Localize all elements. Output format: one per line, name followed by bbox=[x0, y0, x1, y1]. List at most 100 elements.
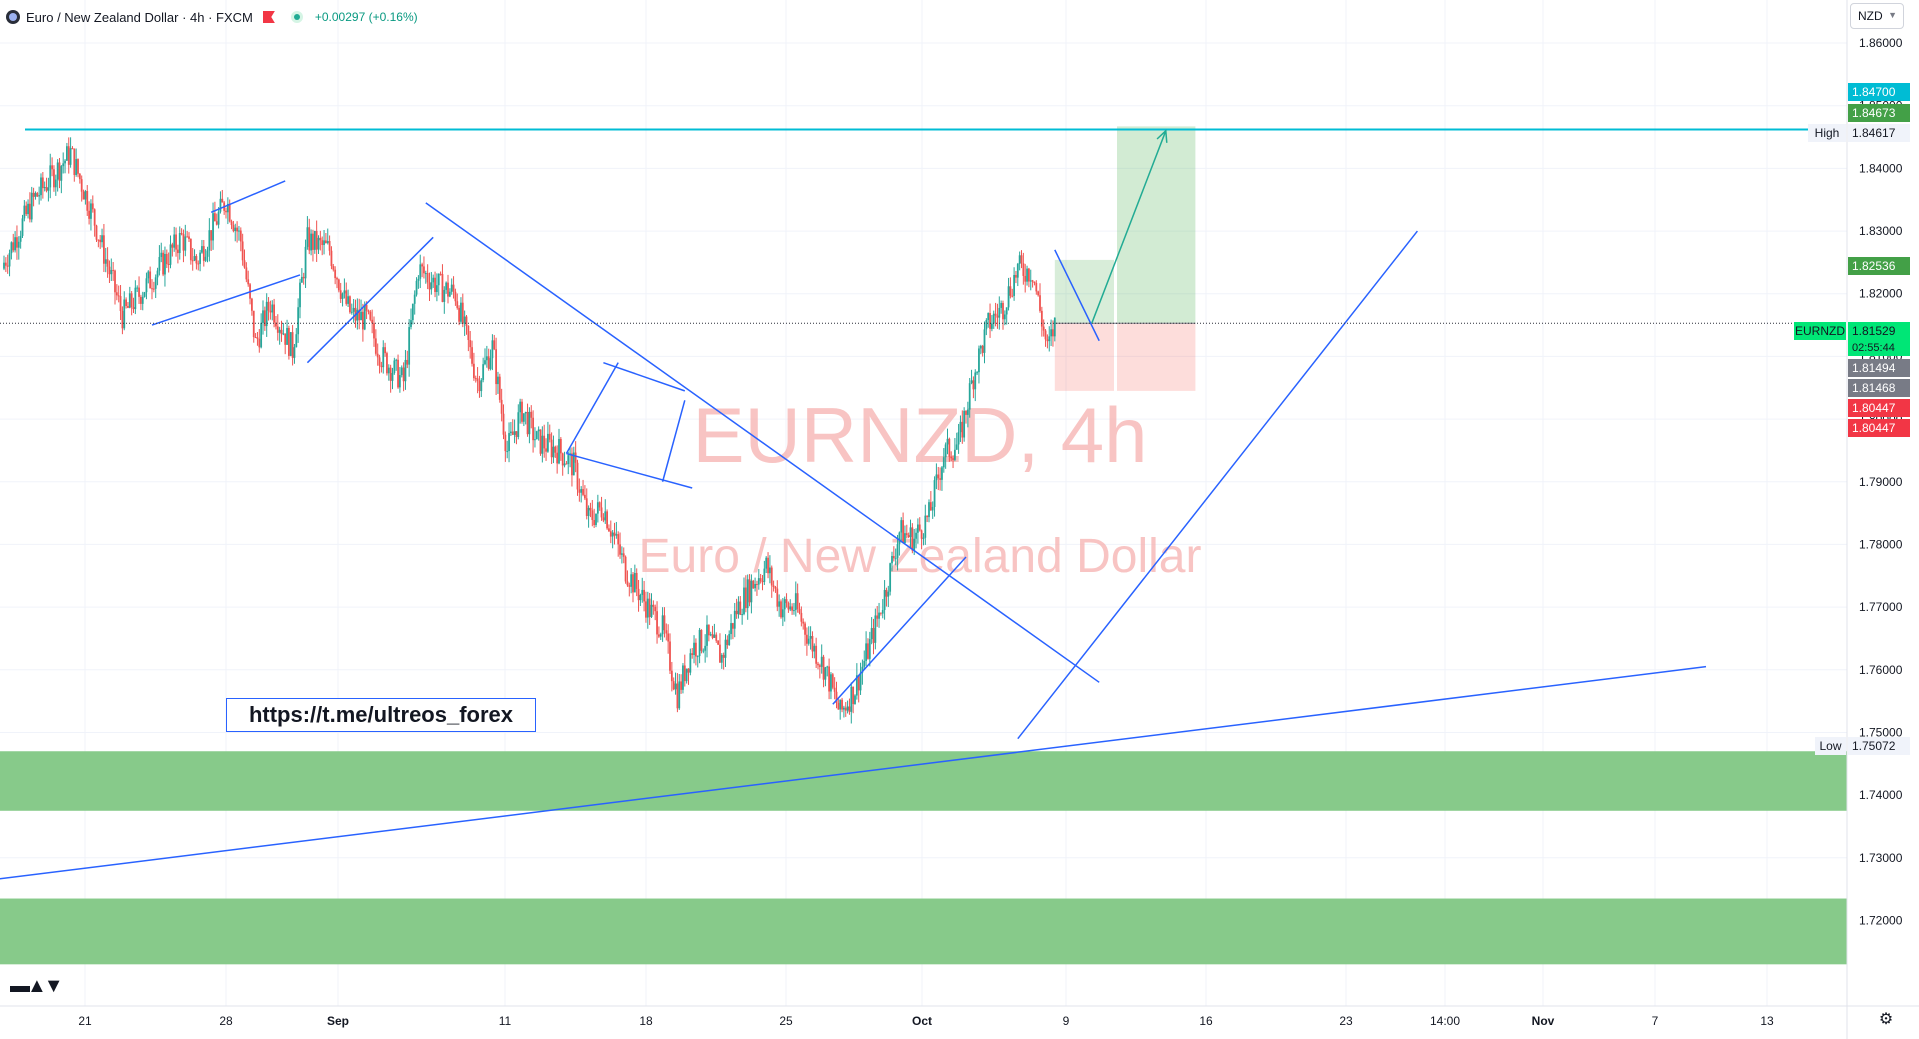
candle bbox=[1009, 277, 1012, 299]
candle-body bbox=[887, 591, 890, 597]
candle-body bbox=[165, 253, 168, 265]
candle-body bbox=[624, 556, 627, 582]
candle bbox=[56, 159, 59, 192]
candle-body bbox=[428, 282, 431, 290]
candle bbox=[260, 313, 263, 349]
candle-body bbox=[426, 273, 429, 283]
candle-body bbox=[898, 532, 901, 545]
candle-body bbox=[395, 359, 398, 361]
candle bbox=[471, 340, 473, 367]
candle bbox=[695, 638, 697, 666]
candle-body bbox=[251, 298, 253, 311]
candle bbox=[732, 622, 734, 640]
candle-body bbox=[278, 329, 281, 333]
candle-body bbox=[602, 517, 605, 521]
candle-body bbox=[313, 230, 316, 250]
candle bbox=[939, 467, 941, 491]
candle bbox=[27, 199, 29, 219]
candle-body bbox=[62, 163, 65, 167]
candle-body bbox=[54, 179, 57, 188]
price-label-value: 1.75072 bbox=[1852, 739, 1896, 753]
candle bbox=[959, 415, 962, 442]
candle bbox=[815, 637, 818, 669]
candle bbox=[522, 413, 525, 427]
candle-body bbox=[12, 242, 15, 251]
candle-body bbox=[419, 264, 422, 279]
tradingview-logo-icon[interactable]: ▬▲▼ bbox=[10, 975, 64, 997]
candle bbox=[950, 451, 953, 462]
candle-body bbox=[450, 284, 453, 292]
candle-body bbox=[676, 683, 679, 709]
telegram-link-note[interactable]: https://t.me/ultreos_forex bbox=[226, 698, 536, 732]
candle-body bbox=[245, 267, 248, 280]
gear-icon[interactable]: ⚙ bbox=[1878, 1011, 1894, 1028]
candle-body bbox=[772, 585, 775, 587]
candle bbox=[319, 230, 322, 251]
candle bbox=[728, 630, 731, 646]
price-label-bg bbox=[1848, 322, 1910, 356]
candle-body bbox=[108, 266, 111, 275]
candle-body bbox=[950, 456, 953, 459]
candle-body bbox=[1029, 280, 1032, 282]
candle-body bbox=[43, 187, 46, 189]
candle bbox=[915, 528, 917, 549]
candle-body bbox=[955, 444, 958, 450]
candle bbox=[865, 631, 867, 666]
candle bbox=[1052, 320, 1054, 347]
candle-body bbox=[669, 641, 671, 671]
legend-title[interactable]: Euro / New Zealand Dollar · 4h · FXCM bbox=[26, 9, 253, 25]
candle-body bbox=[650, 604, 653, 617]
candle bbox=[184, 224, 187, 257]
candle bbox=[123, 291, 126, 331]
price-label-value: 1.84617 bbox=[1852, 126, 1896, 140]
x-tick-label: 11 bbox=[499, 1014, 512, 1028]
candle-body bbox=[837, 702, 840, 710]
candle-body bbox=[326, 240, 329, 244]
candle bbox=[724, 634, 727, 668]
candle-body bbox=[589, 507, 592, 511]
x-tick-label: 21 bbox=[78, 1014, 92, 1028]
candle bbox=[239, 227, 242, 252]
candle bbox=[992, 310, 995, 329]
candle-body bbox=[693, 642, 695, 655]
candle bbox=[1003, 310, 1006, 326]
candle-body bbox=[543, 435, 546, 449]
candle-body bbox=[754, 584, 756, 589]
candle bbox=[16, 225, 18, 260]
price-label-bg bbox=[1848, 379, 1910, 397]
candle-body bbox=[1053, 317, 1056, 337]
candle-body bbox=[437, 273, 440, 286]
candle bbox=[369, 310, 372, 322]
candle bbox=[985, 318, 988, 336]
candle-body bbox=[513, 431, 516, 435]
candle bbox=[941, 465, 943, 491]
candle bbox=[781, 597, 784, 627]
candle bbox=[352, 298, 355, 323]
candle bbox=[97, 239, 100, 248]
candle-body bbox=[978, 348, 980, 373]
candle-body bbox=[576, 462, 579, 490]
candle-body bbox=[661, 615, 664, 635]
candle-body bbox=[645, 601, 647, 618]
currency-selector[interactable]: NZD ▼ bbox=[1850, 3, 1904, 29]
candle-body bbox=[151, 288, 153, 290]
candle bbox=[774, 585, 777, 593]
candle-body bbox=[970, 380, 973, 384]
candle bbox=[267, 297, 270, 321]
candle bbox=[756, 580, 758, 596]
candle-body bbox=[112, 269, 115, 271]
candle-body bbox=[434, 277, 436, 293]
candle-body bbox=[345, 290, 348, 304]
flag-icon[interactable] bbox=[262, 11, 275, 23]
candle bbox=[942, 448, 945, 473]
candle bbox=[870, 617, 873, 645]
candle-body bbox=[321, 240, 324, 246]
candle-body bbox=[839, 699, 842, 710]
candle-body bbox=[271, 304, 274, 313]
candle bbox=[421, 262, 423, 278]
price-axis-label: 1.81529 02:55:44 EURNZD bbox=[1794, 322, 1910, 356]
candle bbox=[151, 279, 153, 300]
price-label-value: 1.84700 bbox=[1852, 85, 1896, 99]
candle bbox=[818, 663, 821, 679]
